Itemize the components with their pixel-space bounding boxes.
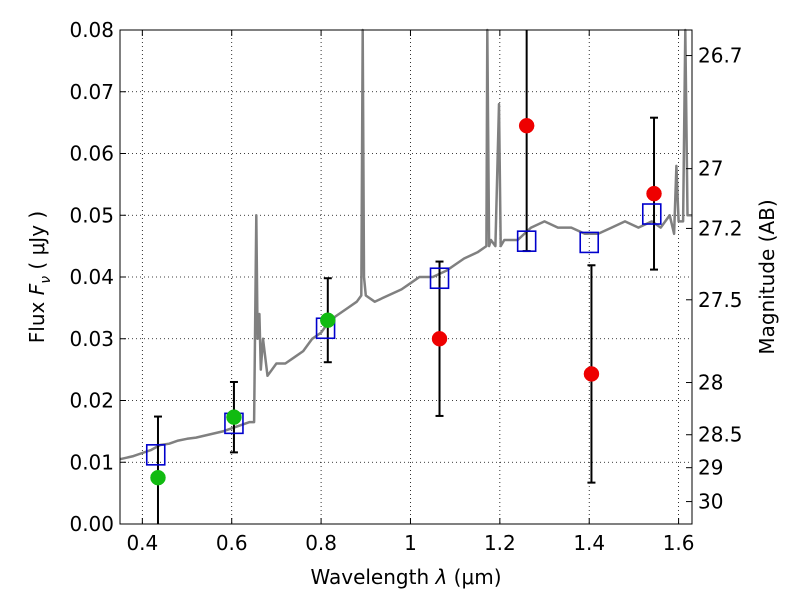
spectrum-layer — [119, 28, 692, 461]
marginal-detection-point — [646, 185, 662, 202]
y2-tick-label: 27.5 — [698, 288, 743, 312]
y-tick-label: 0.00 — [69, 512, 114, 536]
y2-tick-label: 27 — [698, 157, 723, 181]
y2-tick-label: 28.5 — [698, 423, 743, 447]
y-tick-label: 0.01 — [69, 450, 114, 474]
x-tick-label: 0.8 — [305, 531, 337, 555]
x-tick-label: 1 — [404, 531, 417, 555]
y-tick-label: 0.03 — [69, 327, 114, 351]
model-photometry-square — [641, 203, 662, 225]
model-photometry-square — [579, 231, 600, 254]
x-axis-label: Wavelength λ (μm) — [310, 565, 501, 589]
detection-point — [150, 469, 166, 486]
y-axis-label: Flux Fν ( μJy ) — [25, 211, 54, 343]
marginal-detection-point — [431, 331, 448, 347]
y2-tick-label: 27.2 — [698, 216, 743, 240]
x-axis-ticks: 0.4 0.6 0.8 1 1.2 1.4 1.6 — [126, 30, 695, 555]
detection-point — [320, 312, 336, 328]
y-axis-ticks: 0.00 0.01 0.02 0.03 0.04 0.05 0.06 0.07 0.08 — [69, 18, 126, 536]
x-tick-label: 0.6 — [216, 531, 248, 555]
detection-point — [226, 409, 242, 425]
model-photometry-square — [145, 444, 166, 466]
x-tick-label: 0.4 — [126, 531, 158, 555]
markers-layer — [145, 117, 662, 486]
y2-axis-ticks: 26.7 27 27.2 27.5 28 28.5 29 30 — [686, 44, 743, 514]
y2-tick-label: 26.7 — [698, 44, 743, 68]
y-tick-label: 0.08 — [69, 18, 114, 42]
y-tick-label: 0.07 — [69, 80, 114, 104]
x-tick-label: 1.2 — [484, 531, 516, 555]
y-tick-label: 0.05 — [69, 203, 114, 227]
y2-tick-label: 30 — [698, 490, 723, 514]
y2-tick-label: 28 — [698, 371, 723, 395]
y2-tick-label: 29 — [698, 456, 723, 480]
y-tick-label: 0.04 — [69, 265, 114, 289]
x-tick-label: 1.6 — [663, 531, 695, 555]
grid-lines — [120, 30, 692, 524]
x-tick-label: 1.4 — [573, 531, 605, 555]
y-tick-label: 0.06 — [69, 142, 114, 166]
marginal-detection-point — [518, 117, 535, 134]
model-photometry-square — [516, 230, 537, 252]
marginal-detection-point — [583, 366, 600, 382]
model-photometry-square — [429, 267, 450, 290]
spectrum-line — [119, 28, 692, 461]
y2-axis-label: Magnitude (AB) — [755, 199, 779, 354]
y-tick-label: 0.02 — [69, 389, 114, 413]
